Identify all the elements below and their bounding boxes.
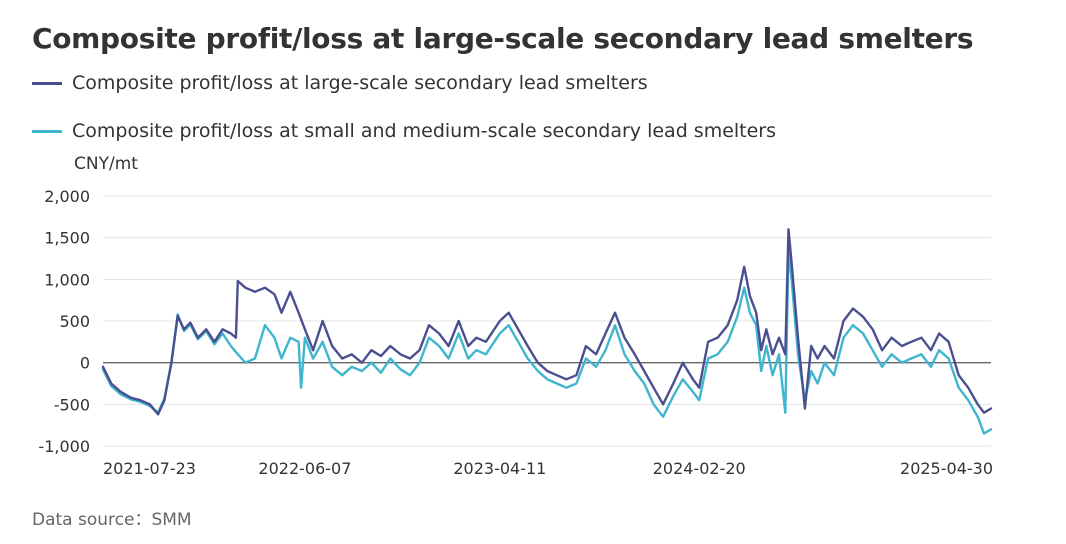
chart-title: Composite profit/loss at large-scale sec… bbox=[32, 22, 974, 55]
y-tick-label: -1,000 bbox=[38, 437, 90, 456]
y-tick-label: 500 bbox=[59, 312, 90, 331]
legend-swatch-large bbox=[32, 81, 62, 85]
legend-label-small-medium: Composite profit/loss at small and mediu… bbox=[72, 120, 777, 142]
legend-label-large: Composite profit/loss at large-scale sec… bbox=[72, 72, 648, 94]
y-tick-label: 1,000 bbox=[44, 270, 90, 289]
series-line-large bbox=[101, 228, 993, 416]
x-tick-label: 2024-02-20 bbox=[653, 459, 746, 478]
legend-item-large[interactable]: Composite profit/loss at large-scale sec… bbox=[32, 72, 648, 94]
legend-item-small-medium[interactable]: Composite profit/loss at small and mediu… bbox=[32, 120, 776, 142]
y-axis-unit: CNY/mt bbox=[74, 154, 138, 174]
x-tick-label: 2021-07-23 bbox=[103, 459, 196, 478]
series-line-small-medium bbox=[101, 249, 993, 435]
y-tick-label: 2,000 bbox=[44, 187, 90, 206]
legend-swatch-small-medium bbox=[32, 129, 62, 133]
y-tick-label: -500 bbox=[54, 395, 90, 414]
data-source: Data source：SMM bbox=[32, 510, 192, 530]
y-tick-label: 0 bbox=[80, 354, 90, 373]
y-tick-label: 1,500 bbox=[44, 229, 90, 248]
x-tick-label: 2023-04-11 bbox=[453, 459, 546, 478]
x-tick-label: 2025-04-30 bbox=[900, 459, 993, 478]
x-tick-label: 2022-06-07 bbox=[258, 459, 351, 478]
